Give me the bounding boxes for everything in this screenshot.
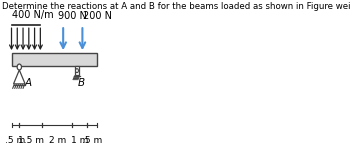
Text: 1.5 m: 1.5 m (18, 136, 44, 146)
Text: 2 m: 2 m (49, 136, 66, 146)
Circle shape (17, 64, 21, 70)
Text: B: B (78, 78, 85, 87)
Bar (12, 53, 97, 66)
Text: .5 m: .5 m (5, 136, 26, 146)
Text: .5 m: .5 m (82, 136, 102, 146)
Text: Determine the reactions at A and B for the beams loaded as shown in Figure weigh: Determine the reactions at A and B for t… (2, 1, 350, 11)
Text: 200 N: 200 N (83, 11, 112, 21)
Text: 1 m: 1 m (71, 136, 88, 146)
Circle shape (76, 69, 78, 73)
Polygon shape (14, 70, 25, 84)
Bar (75, 66, 79, 75)
Text: 900 N: 900 N (58, 11, 87, 21)
Text: A: A (24, 78, 31, 87)
Text: 400 N/m: 400 N/m (12, 10, 53, 20)
